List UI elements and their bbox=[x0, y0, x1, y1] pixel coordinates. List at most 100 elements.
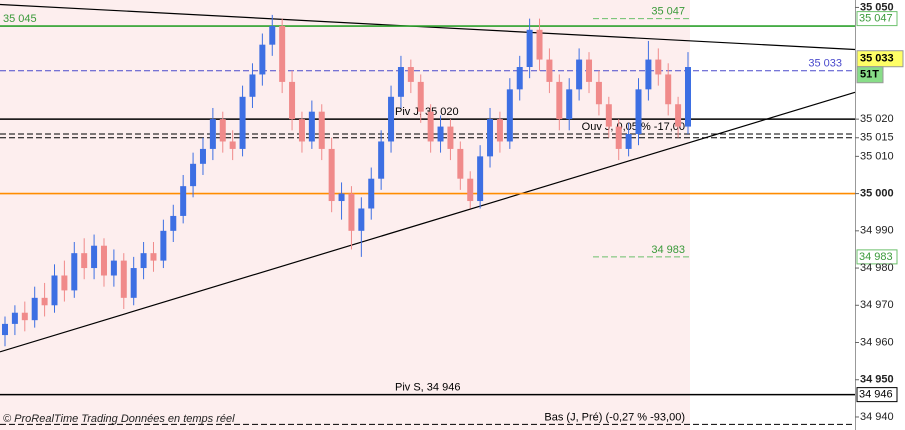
candle-body bbox=[31, 297, 38, 321]
candle-body bbox=[308, 111, 315, 142]
candle-body bbox=[605, 104, 612, 127]
candle-body bbox=[41, 297, 48, 306]
trendline bbox=[0, 3, 856, 51]
candle-body bbox=[407, 67, 414, 82]
level-label: Ouv J, 0,05 % -17,00 bbox=[582, 121, 685, 133]
candle-body bbox=[328, 148, 335, 202]
candle-body bbox=[457, 148, 464, 179]
price-box-label: 35 033 bbox=[860, 53, 894, 65]
candle-body bbox=[645, 59, 652, 90]
candle-body bbox=[249, 74, 256, 97]
volume-label: 51T bbox=[860, 69, 879, 81]
y-tick-label: 34 990 bbox=[860, 225, 894, 237]
candle-body bbox=[467, 178, 474, 202]
candle-body bbox=[180, 186, 187, 216]
candle-body bbox=[160, 230, 167, 261]
candle-body bbox=[665, 74, 672, 105]
candle-body bbox=[110, 260, 117, 276]
candle-body bbox=[576, 59, 583, 90]
candle-body bbox=[685, 67, 691, 127]
candle-body bbox=[209, 119, 216, 149]
axis-box bbox=[856, 249, 898, 265]
candle-body bbox=[71, 253, 78, 291]
y-tick-label: 35 020 bbox=[860, 113, 894, 125]
candle-body bbox=[21, 312, 28, 321]
candle-body bbox=[388, 96, 395, 142]
candle-body bbox=[417, 81, 424, 112]
candle-body bbox=[546, 59, 553, 82]
candle-body bbox=[506, 89, 513, 142]
y-tick-label: 34 950 bbox=[860, 374, 894, 386]
candle-body bbox=[259, 44, 266, 75]
candle-body bbox=[51, 275, 58, 306]
candle-body bbox=[298, 119, 305, 142]
candle-body bbox=[170, 215, 177, 231]
candle-body bbox=[190, 163, 197, 187]
candle-body bbox=[219, 119, 226, 142]
candle-body bbox=[2, 323, 8, 336]
candle-body bbox=[625, 134, 632, 149]
candle-body bbox=[81, 253, 88, 269]
candle-body bbox=[199, 148, 206, 164]
candle-body bbox=[269, 26, 276, 45]
level-label: 35 047 bbox=[651, 6, 685, 18]
y-tick-label: 35 010 bbox=[860, 150, 894, 162]
level-label: Bas (J, Pré) (-0,27 % -93,00) bbox=[544, 411, 685, 423]
y-tick-label: 35 000 bbox=[860, 187, 894, 199]
candle-body bbox=[615, 126, 622, 149]
candle-body bbox=[338, 193, 345, 202]
axis-box-label: 35 047 bbox=[859, 13, 893, 25]
candle-body bbox=[437, 126, 444, 142]
candle-body bbox=[427, 111, 434, 142]
candle-body bbox=[318, 111, 325, 149]
candle-body bbox=[526, 29, 533, 68]
plot-background bbox=[0, 0, 690, 430]
candle-body bbox=[595, 81, 602, 105]
y-tick-label: 34 970 bbox=[860, 299, 894, 311]
candle-body bbox=[61, 275, 68, 291]
axis-box-label: 34 946 bbox=[859, 389, 893, 401]
candle-body bbox=[368, 178, 375, 209]
candle-body bbox=[447, 126, 454, 149]
y-tick-label: 35 015 bbox=[860, 132, 894, 144]
axis-box bbox=[856, 387, 898, 403]
candle-body bbox=[100, 245, 107, 276]
level-label: 35 033 bbox=[808, 58, 842, 70]
level-label: Piv J, 35 020 bbox=[395, 106, 459, 118]
candle-body bbox=[496, 119, 503, 142]
y-tick-label: 34 960 bbox=[860, 336, 894, 348]
y-tick-label: 34 940 bbox=[860, 411, 894, 423]
candle-body bbox=[229, 141, 236, 149]
level-label: 34 983 bbox=[651, 244, 685, 256]
candle-body bbox=[358, 208, 365, 231]
level-label: Piv S, 34 946 bbox=[395, 382, 460, 394]
candle-body bbox=[130, 268, 137, 298]
candle-body bbox=[675, 104, 682, 127]
candle-body bbox=[516, 67, 523, 90]
candle-body bbox=[378, 141, 385, 179]
candle-body bbox=[348, 193, 355, 231]
candle-body bbox=[477, 156, 484, 202]
candle-body bbox=[397, 67, 404, 97]
candle-body bbox=[279, 26, 286, 82]
candle-body bbox=[566, 89, 573, 120]
candle-body bbox=[635, 89, 642, 135]
y-tick-label: 35 050 bbox=[860, 1, 894, 13]
axis-box-label: 34 983 bbox=[859, 251, 893, 263]
trendline bbox=[0, 91, 856, 353]
level-label: 35 045 bbox=[3, 13, 37, 25]
footer: © ProRealTime Trading Données en temps r… bbox=[3, 413, 235, 425]
candle-body bbox=[487, 119, 494, 157]
candle-body bbox=[140, 253, 147, 269]
candle-body bbox=[150, 253, 157, 261]
volume-box bbox=[856, 66, 884, 84]
plot-blank bbox=[690, 0, 855, 430]
candle-body bbox=[655, 59, 662, 75]
candle-body bbox=[120, 260, 127, 298]
candle-body bbox=[91, 245, 98, 269]
candle-body bbox=[536, 29, 543, 60]
axis-box bbox=[856, 11, 898, 27]
candle-body bbox=[586, 59, 593, 82]
candle-body bbox=[11, 312, 18, 324]
